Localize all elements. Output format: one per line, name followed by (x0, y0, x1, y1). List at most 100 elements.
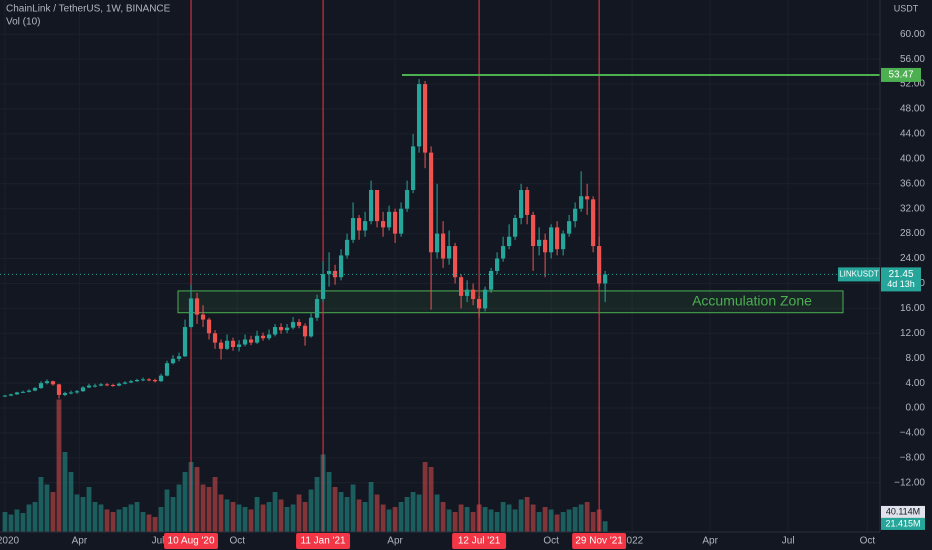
volume-bar (146, 514, 152, 532)
volume-bar (560, 512, 566, 532)
volume-bar (2, 512, 8, 532)
x-tick-label: Jul (782, 536, 795, 547)
candle-body (212, 333, 218, 343)
marker-label: 10 Aug '20 (168, 536, 215, 547)
volume-bar (410, 492, 416, 532)
candle-body (266, 334, 272, 339)
candle-body (320, 274, 326, 300)
candle-body (146, 379, 152, 381)
candle-body (74, 391, 80, 393)
volume-bar (68, 472, 74, 532)
candle-body (68, 392, 74, 394)
x-tick-label: Apr (387, 536, 403, 547)
volume-bar (158, 507, 164, 532)
candle-body (326, 270, 332, 275)
volume-bar (530, 504, 536, 532)
candle-body (362, 221, 368, 231)
volume-bar (206, 487, 212, 532)
candle-body (338, 255, 344, 278)
candle-body (80, 387, 86, 392)
volume-bar (80, 497, 86, 532)
candle-body (422, 84, 428, 153)
volume-last-label: 21.415M (885, 518, 920, 528)
candle-body (440, 233, 446, 259)
volume-bar (536, 512, 542, 532)
volume-bar (434, 494, 440, 532)
volume-bar (362, 502, 368, 532)
x-tick-label: Apr (702, 536, 718, 547)
candle-body (380, 221, 386, 228)
x-tick-label: Oct (543, 536, 559, 547)
candle-body (483, 289, 488, 309)
volume-bar (92, 502, 98, 532)
candle-body (549, 227, 554, 253)
y-tick-label: −4.00 (900, 428, 926, 439)
volume-bar (152, 517, 158, 532)
candle-body (314, 299, 320, 318)
volume-bar (230, 502, 236, 532)
volume-bar (242, 507, 248, 532)
y-tick-label: −12.00 (894, 477, 925, 488)
volume-bar (326, 472, 332, 532)
volume-bar (542, 507, 548, 532)
symbol-label: LINKUSDT (839, 270, 879, 279)
volume-bar (134, 502, 140, 532)
volume-bar (506, 504, 512, 532)
volume-bar (98, 504, 104, 532)
volume-bar (50, 492, 56, 532)
volume-bar (56, 399, 62, 532)
candle-body (404, 190, 410, 209)
candle-body (525, 190, 530, 215)
candle-body (152, 380, 158, 382)
candle-body (386, 211, 392, 228)
x-tick-label: Jul (152, 536, 165, 547)
candle-body (272, 327, 278, 335)
volume-bar (296, 494, 302, 532)
volume-bar (14, 509, 20, 532)
volume-bar (248, 509, 254, 532)
x-tick-label: 2022 (621, 536, 644, 547)
marker-label: 11 Jan '21 (301, 536, 347, 547)
volume-bar (422, 462, 428, 532)
candle-body (230, 340, 236, 347)
candle-body (398, 208, 404, 234)
volume-bar (464, 507, 470, 532)
time-axis (0, 532, 880, 550)
x-tick-label: Oct (229, 536, 245, 547)
x-tick-label: Apr (72, 536, 88, 547)
y-tick-label: 28.00 (900, 228, 925, 239)
volume-bar (290, 504, 296, 532)
volume-bar (182, 472, 188, 532)
volume-bar (590, 512, 596, 532)
volume-bar (452, 512, 458, 532)
candle-body (332, 270, 338, 278)
volume-bar (62, 452, 68, 532)
volume-bar (482, 507, 488, 532)
volume-bar (302, 502, 308, 532)
candle-body (254, 335, 260, 343)
volume-bar (32, 502, 38, 532)
price-label: 21.45 (888, 269, 913, 280)
candle-body (344, 239, 350, 256)
candle-body (116, 383, 122, 386)
volume-bar (284, 507, 290, 532)
candle-body (410, 146, 416, 190)
candle-body (428, 152, 434, 253)
candle-body (356, 218, 362, 231)
candle-body (20, 391, 26, 393)
volume-bar (386, 509, 392, 532)
y-tick-label: 24.00 (900, 253, 925, 264)
chart-title: ChainLink / TetherUS, 1W, BINANCE (6, 4, 171, 15)
volume-bar (20, 513, 26, 532)
candle-body (507, 236, 512, 247)
candle-body (296, 322, 302, 326)
candle-body (170, 358, 176, 364)
volume-bar (86, 487, 92, 532)
candle-body (489, 270, 494, 290)
candle-body (555, 227, 560, 250)
volume-bar (260, 504, 266, 532)
candle-body (122, 382, 128, 384)
y-tick-label: 40.00 (900, 153, 925, 164)
